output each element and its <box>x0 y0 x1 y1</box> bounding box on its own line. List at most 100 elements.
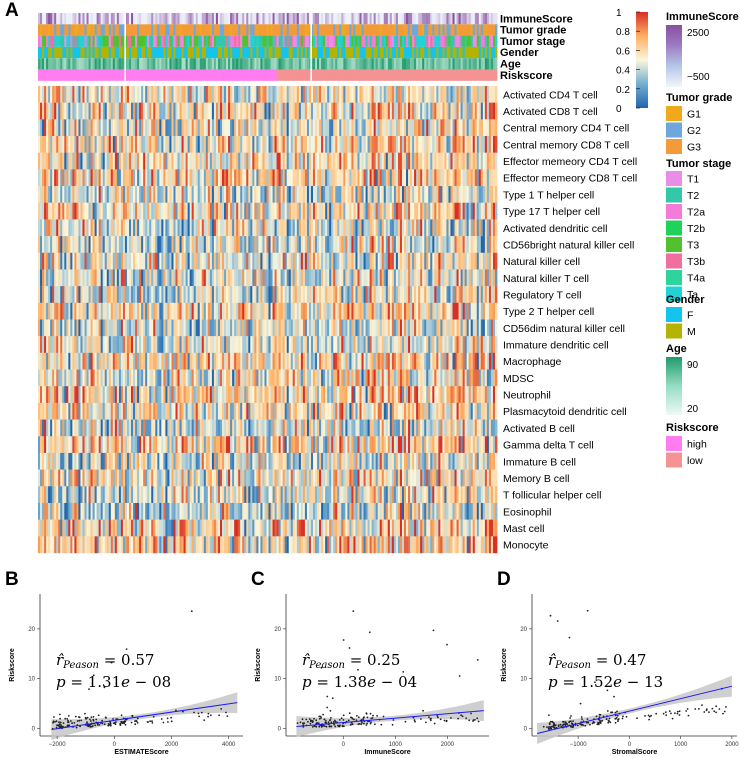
heatmap-cell <box>466 269 470 287</box>
heatmap-cell <box>444 286 447 304</box>
heatmap-cell <box>418 319 421 337</box>
heatmap-cell <box>244 436 247 454</box>
heatmap-cell <box>155 386 158 404</box>
heatmap-cell <box>436 269 439 287</box>
heatmap-cell <box>201 319 205 337</box>
heatmap-cell <box>484 319 488 337</box>
heatmap-cell <box>137 269 140 287</box>
heatmap-cell <box>484 119 488 137</box>
heatmap-cell <box>131 286 134 304</box>
heatmap-cell <box>321 436 324 454</box>
heatmap-cell <box>48 402 51 420</box>
heatmap-cell <box>406 169 409 187</box>
heatmap-cell <box>424 136 427 153</box>
heatmap-cell <box>157 152 160 170</box>
heatmap-cell <box>213 336 217 354</box>
heatmap-cell <box>234 219 237 237</box>
heatmap-cell <box>203 152 207 170</box>
heatmap-cell <box>116 236 120 253</box>
heatmap-cell <box>222 386 225 404</box>
heatmap-cell <box>246 369 249 387</box>
heatmap-cell <box>452 86 455 103</box>
heatmap-cell <box>444 302 447 320</box>
heatmap-cell <box>272 436 275 454</box>
heatmap-cell <box>90 186 93 203</box>
heatmap-cell <box>410 386 413 404</box>
heatmap-cell <box>122 352 126 370</box>
heatmap-cell <box>371 102 375 120</box>
heatmap-cell <box>222 302 225 320</box>
heatmap-cell <box>357 86 360 103</box>
heatmap-cell <box>270 336 273 354</box>
heatmap-cell <box>274 402 277 420</box>
heatmap-cell <box>171 386 174 404</box>
heatmap-cell <box>232 402 235 420</box>
heatmap-cell <box>197 186 201 203</box>
heatmap-cell <box>420 252 423 270</box>
heatmap-cell <box>252 369 255 387</box>
heatmap-cell <box>337 352 340 370</box>
heatmap-cell <box>355 402 358 420</box>
heatmap-cell <box>482 419 486 437</box>
heatmap-cell <box>185 402 189 420</box>
heatmap-cell <box>422 252 425 270</box>
heatmap-cell <box>46 252 49 270</box>
heatmap-cell <box>228 352 231 370</box>
heatmap-cell <box>128 86 132 103</box>
heatmap-cell <box>110 319 114 337</box>
heatmap-cell <box>292 86 296 103</box>
heatmap-cell <box>428 169 431 187</box>
heatmap-cell <box>209 302 213 320</box>
heatmap-cell <box>454 336 457 354</box>
heatmap-cell <box>118 102 122 120</box>
heatmap-cell <box>472 169 476 187</box>
heatmap-cell <box>397 219 401 237</box>
heatmap-cell <box>482 86 486 103</box>
heatmap-cell <box>399 169 403 187</box>
heatmap-cell <box>236 252 239 270</box>
heatmap-cell <box>418 186 421 203</box>
heatmap-cell <box>276 402 280 420</box>
heatmap-cell <box>290 419 294 437</box>
heatmap-cell <box>284 419 288 437</box>
heatmap-cell <box>72 219 75 237</box>
heatmap-cell <box>120 369 124 387</box>
heatmap-cell <box>193 386 197 404</box>
heatmap-cell <box>488 236 492 253</box>
heatmap-cell <box>108 86 112 103</box>
heatmap-cell <box>341 302 344 320</box>
heatmap-cell <box>86 152 89 170</box>
heatmap-cell <box>393 302 397 320</box>
heatmap-cell <box>74 136 77 153</box>
heatmap-cell <box>159 369 162 387</box>
heatmap-cell <box>274 152 277 170</box>
heatmap-cell <box>76 286 79 304</box>
heatmap-cell <box>260 286 263 304</box>
heatmap-cell <box>133 136 136 153</box>
heatmap-cell <box>222 102 225 120</box>
heatmap-cell <box>395 252 399 270</box>
heatmap-cell <box>60 436 63 454</box>
heatmap-cell <box>167 136 170 153</box>
heatmap-cell <box>300 152 304 170</box>
heatmap-cell <box>179 236 182 253</box>
heatmap-cell <box>153 86 156 103</box>
heatmap-cell <box>494 236 498 253</box>
heatmap-cell <box>64 236 67 253</box>
heatmap-cell <box>422 436 425 454</box>
heatmap-cell <box>468 419 472 437</box>
heatmap-cell <box>40 152 43 170</box>
heatmap-cell <box>304 202 308 220</box>
heatmap-cell <box>122 336 126 354</box>
heatmap-cell <box>38 319 41 337</box>
heatmap-cell <box>335 336 338 354</box>
heatmap-cell <box>468 202 472 220</box>
heatmap-cell <box>122 386 126 404</box>
heatmap-cell <box>228 136 231 153</box>
heatmap-cell <box>430 286 433 304</box>
heatmap-cell <box>179 152 182 170</box>
heatmap-cell <box>357 236 360 253</box>
heatmap-cell <box>456 302 459 320</box>
heatmap-cell <box>375 169 379 187</box>
heatmap-cell <box>333 202 336 220</box>
